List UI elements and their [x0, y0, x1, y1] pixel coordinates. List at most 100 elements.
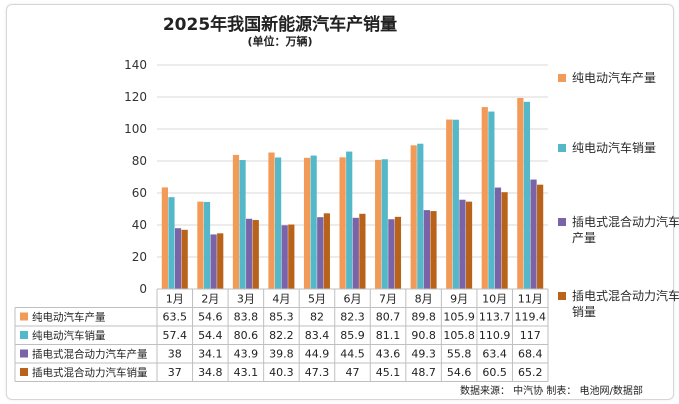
bar — [417, 143, 424, 289]
bar — [275, 157, 282, 289]
data-label: 105.9 — [443, 311, 475, 324]
data-label: 117 — [520, 329, 541, 342]
x-tick-label: 11月 — [518, 293, 543, 306]
data-label: 44.5 — [340, 348, 365, 361]
data-label: 45.1 — [376, 366, 401, 379]
bar — [494, 187, 502, 289]
data-label: 80.7 — [376, 311, 401, 324]
bar — [303, 157, 311, 289]
data-label: 80.6 — [234, 329, 259, 342]
legend-label: 纯电动汽车产量 — [572, 71, 657, 85]
y-tick-label: 140 — [124, 58, 147, 72]
data-label: 37 — [168, 366, 182, 379]
data-label: 63.4 — [482, 348, 507, 361]
y-tick-label: 60 — [132, 186, 147, 200]
y-tick-label: 40 — [132, 218, 147, 232]
data-label: 83.8 — [234, 311, 259, 324]
bar — [394, 216, 402, 289]
legend-swatch — [558, 74, 566, 82]
data-label: 43.1 — [234, 366, 259, 379]
bar — [174, 228, 182, 289]
bar — [161, 187, 168, 289]
chart-title: 2025年我国新能源汽车产销量 — [162, 15, 398, 35]
data-label: 110.9 — [479, 329, 511, 342]
data-label: 65.2 — [518, 366, 543, 379]
bar — [388, 219, 395, 289]
bar — [232, 154, 240, 289]
bar — [268, 152, 275, 289]
bar — [488, 111, 495, 289]
bar — [375, 159, 382, 289]
data-label: 49.3 — [411, 348, 436, 361]
table-legend-key — [20, 312, 28, 321]
bar — [246, 218, 253, 289]
data-label: 60.5 — [482, 366, 507, 379]
bar — [239, 160, 246, 289]
data-label: 85.3 — [269, 311, 294, 324]
data-label: 43.9 — [234, 348, 259, 361]
y-tick-label: 100 — [124, 122, 147, 136]
table-legend-key — [20, 368, 28, 376]
x-tick-label: 2月 — [201, 293, 219, 306]
bar — [501, 192, 508, 289]
bar — [430, 211, 437, 289]
y-tick-label: 80 — [132, 154, 147, 168]
legend-label: 插电式混合动力汽车产量 — [572, 215, 679, 245]
bar — [317, 217, 324, 289]
bar — [203, 201, 211, 289]
bar — [339, 157, 346, 289]
data-label: 48.7 — [411, 366, 436, 379]
bar — [423, 210, 430, 289]
table-row-label: 纯电动汽车销量 — [32, 329, 106, 342]
bar — [523, 101, 531, 289]
x-tick-label: 9月 — [450, 293, 468, 306]
table-legend-key — [20, 349, 28, 358]
bar — [346, 151, 353, 289]
legend-swatch — [558, 144, 566, 152]
chart-subtitle: (单位：万辆) — [247, 35, 313, 48]
data-label: 63.5 — [163, 311, 188, 324]
bar — [452, 119, 459, 289]
y-tick-label: 0 — [139, 282, 147, 296]
legend-label: 插电式混合动力汽车销量 — [572, 289, 679, 319]
data-label: 44.9 — [305, 348, 330, 361]
bar — [197, 201, 204, 289]
bar — [359, 213, 366, 289]
bar — [446, 119, 453, 289]
data-label: 68.4 — [518, 348, 543, 361]
bar — [410, 145, 417, 289]
data-label: 55.8 — [447, 348, 472, 361]
bar — [465, 201, 473, 289]
x-tick-label: 10月 — [482, 293, 507, 306]
table-row-label: 纯电动汽车产量 — [32, 311, 106, 324]
data-label: 47 — [346, 366, 360, 379]
y-tick-label: 120 — [124, 90, 147, 104]
bar — [459, 199, 466, 289]
bar — [481, 107, 488, 289]
bar — [323, 213, 330, 289]
bar — [352, 217, 359, 289]
bar — [181, 229, 188, 289]
data-label: 85.9 — [340, 329, 365, 342]
data-label: 39.8 — [269, 348, 294, 361]
data-label: 82.3 — [340, 311, 365, 324]
data-label: 83.4 — [305, 329, 330, 342]
data-label: 82.2 — [269, 329, 294, 342]
bar — [381, 159, 388, 289]
data-label: 81.1 — [376, 329, 401, 342]
x-tick-label: 6月 — [344, 293, 362, 306]
bar — [288, 224, 295, 289]
data-label: 90.8 — [411, 329, 436, 342]
table-legend-key — [20, 331, 28, 339]
x-tick-label: 3月 — [237, 293, 255, 306]
bar — [252, 220, 259, 289]
bar — [530, 179, 537, 289]
table-row-label: 插电式混合动力汽车产量 — [32, 348, 148, 361]
x-tick-label: 8月 — [415, 293, 433, 306]
data-label: 82 — [310, 311, 324, 324]
data-label: 40.3 — [269, 366, 294, 379]
data-label: 89.8 — [411, 311, 436, 324]
data-label: 54.4 — [198, 329, 223, 342]
data-label: 34.1 — [198, 348, 223, 361]
